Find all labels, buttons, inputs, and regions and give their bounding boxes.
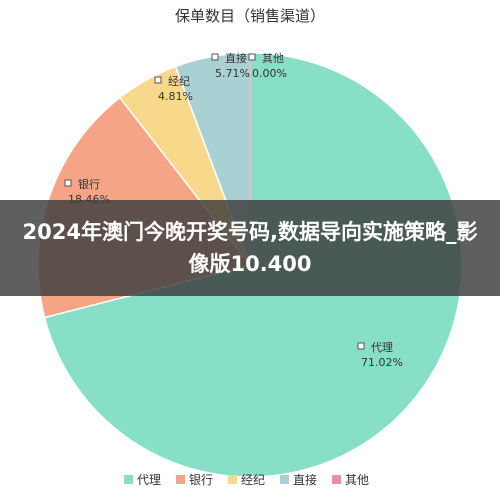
legend-label-1: 银行 [189,473,213,487]
legend-swatch-4 [332,475,341,484]
headline-banner: 2024年澳门今晚开奖号码,数据导向实施策略_影像版10.400 [0,200,500,296]
legend-label-0: 代理 [137,473,161,487]
slice-value-3: 5.71% [215,67,250,80]
slice-label-marker-3 [211,53,219,61]
slice-label-marker-1 [64,179,72,187]
legend-swatch-2 [228,475,237,484]
slice-name-3: 直接 [225,51,247,65]
slice-label-marker-2 [154,76,162,84]
slice-label-marker-4 [248,53,256,61]
legend-item-4: 其他 [332,473,369,487]
slice-label-3: 直接 5.71% [211,51,250,80]
slice-name-4: 其他 [262,52,284,65]
slice-label-4: 其他 0.00% [248,52,287,80]
legend: 代理 银行 经纪 直接 其他 [124,472,369,487]
slice-label-0: 代理 71.02% [357,341,403,369]
legend-label-2: 经纪 [241,473,265,487]
slice-value-4: 0.00% [252,67,287,80]
legend-label-3: 直接 [293,472,317,487]
slice-value-2: 4.81% [158,90,193,103]
slice-value-0: 71.02% [361,356,403,369]
slice-label-2: 经纪 4.81% [154,75,193,103]
slice-name-1: 银行 [78,177,100,191]
legend-swatch-3 [280,475,289,484]
slice-name-0: 代理 [371,341,393,354]
legend-label-4: 其他 [345,473,369,487]
legend-item-2: 经纪 [228,473,265,487]
headline-text: 2024年澳门今晚开奖号码,数据导向实施策略_影像版10.400 [22,220,478,276]
slice-label-marker-0 [357,342,365,350]
slice-name-2: 经纪 [168,75,190,88]
legend-item-0: 代理 [124,473,161,487]
legend-item-3: 直接 [280,472,317,487]
legend-swatch-1 [176,475,185,484]
legend-swatch-0 [124,475,133,484]
legend-item-1: 银行 [176,473,213,487]
chart-title: 保单数目（销售渠道） [175,7,325,25]
